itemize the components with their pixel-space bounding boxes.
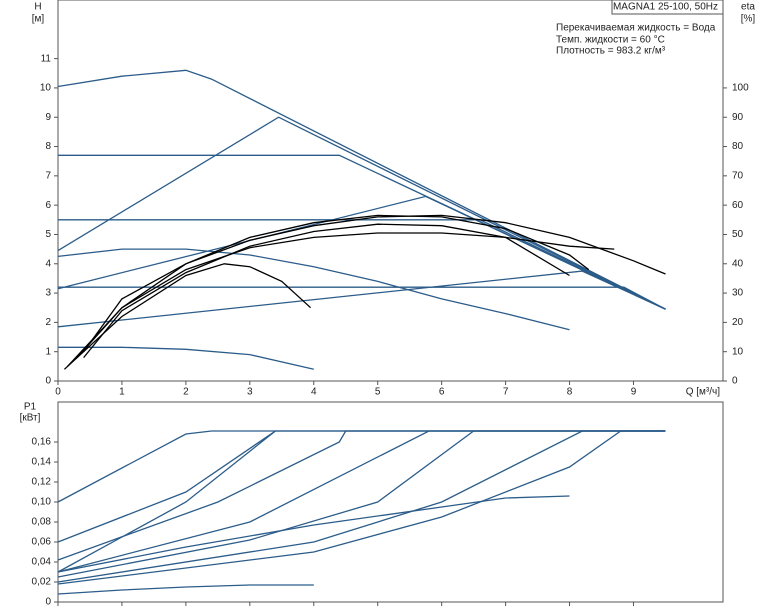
curve [57,495,570,573]
y-tick-label: 5 [45,229,51,240]
info-title: MAGNA1 25-100, 50Hz [613,2,718,13]
y2-tick-label: 50 [732,229,744,240]
curve [57,270,666,328]
y2-tick-label: 40 [732,258,744,269]
y2-tick-label: 80 [732,141,744,152]
y-tick-label: 4 [45,258,51,269]
curve [63,263,312,370]
curve [57,248,570,331]
x-tick-label: 4 [311,387,317,398]
y-tick-label: 10 [40,83,52,94]
y2-tick-label: 70 [732,170,744,181]
curve [57,195,666,310]
x-tick-label: 8 [567,387,573,398]
x-tick-label: 2 [183,387,189,398]
plot-frame [57,0,724,382]
info-line: Темп. жидкости = 60 °C [556,35,665,46]
curve [57,584,314,595]
y-tick-label: 11 [41,53,52,64]
y-tick-label: 7 [45,170,51,181]
curve [57,430,666,583]
y-axis-unit: [м] [32,14,45,25]
curve [57,116,666,310]
x-tick-label: 5 [375,387,381,398]
curve [83,223,570,359]
curve [57,430,666,573]
y2-tick-label: 0 [732,376,738,387]
y-tick-label: 0,16 [32,437,52,448]
y2-tick-label: 60 [732,200,744,211]
x-tick-label: 3 [247,387,253,398]
y-tick-label: 6 [45,200,51,211]
x-axis-label: Q [м³/ч] [686,387,721,398]
x-tick-label: 1 [119,387,125,398]
curve [57,430,666,543]
y-tick-label: 1 [45,346,51,357]
curve [83,214,590,353]
y-tick-label: 3 [45,288,51,299]
y-axis-label: H [34,2,41,13]
curve [67,214,666,367]
y2-tick-label: 90 [732,112,744,123]
x-tick-label: 9 [631,387,637,398]
curve [58,154,666,310]
curve [57,430,666,578]
x-tick-label: 7 [503,387,509,398]
y-tick-label: 0,06 [32,537,52,548]
y2-tick-label: 10 [732,346,744,357]
x-tick-label: 6 [439,387,445,398]
y-tick-label: 8 [45,141,51,152]
y2-tick-label: 20 [732,317,744,328]
curve [57,430,666,561]
curve [58,346,314,370]
y-tick-label: 0,14 [32,457,52,468]
info-line: Перекачиваемая жидкость = Вода [556,23,716,34]
x-tick-label: 0 [55,387,61,398]
y-tick-label: 0 [45,376,51,387]
curve [57,69,666,310]
y2-tick-label: 30 [732,288,744,299]
curve [57,430,666,585]
curve [58,286,666,310]
y-tick-label: 9 [45,112,51,123]
y2-tick-label: 100 [732,83,749,94]
y-axis-unit: [кВт] [20,413,41,424]
y-tick-label: 0,08 [32,517,52,528]
y-tick-label: 0 [45,597,51,608]
curve [76,232,615,359]
y-axis-label: P1 [24,402,37,413]
curve [57,430,276,573]
y-tick-label: 0,02 [32,577,52,588]
y-tick-label: 0,04 [32,557,52,568]
y-tick-label: 2 [45,317,51,328]
y2-axis-unit: [%] [741,14,756,25]
y-tick-label: 0,10 [32,497,52,508]
curve [57,430,666,503]
y2-axis-label: eta [741,2,755,13]
y-tick-label: 0,12 [32,477,52,488]
info-line: Плотность = 983.2 кг/м³ [556,46,666,57]
